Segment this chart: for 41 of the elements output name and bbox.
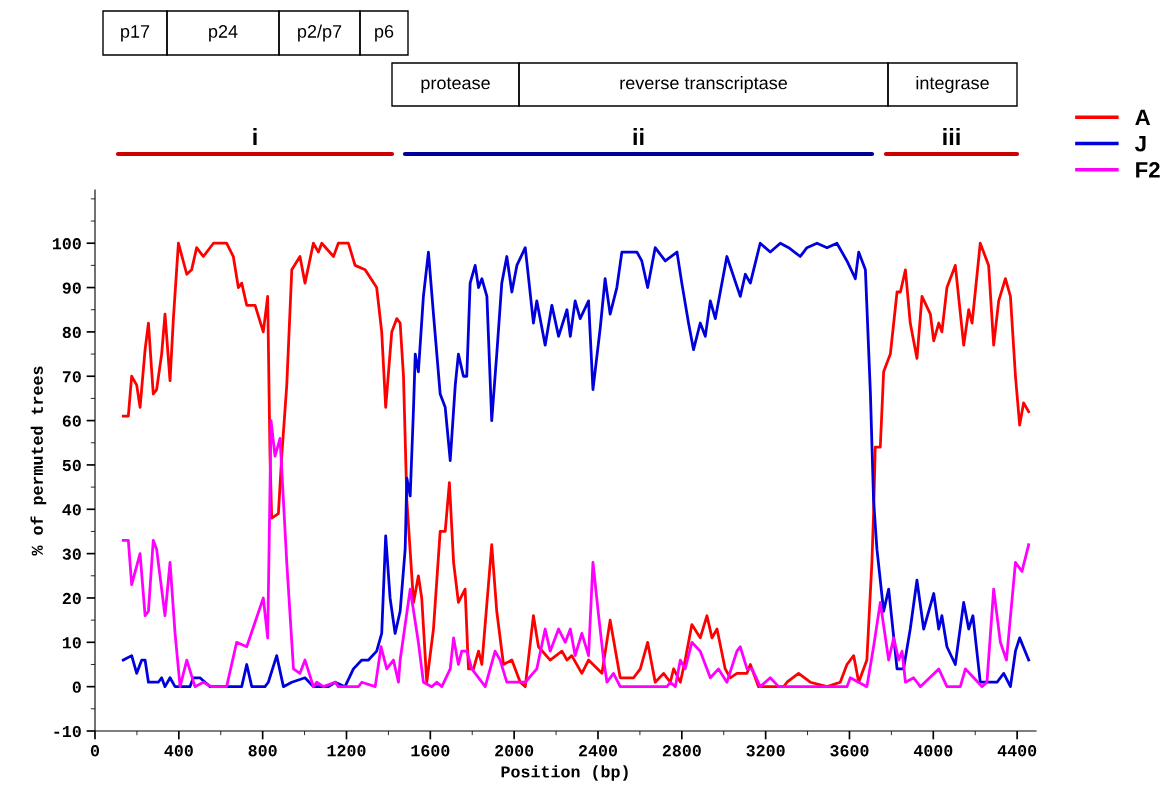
text: iii — [943, 128, 960, 146]
y-tick-label: 30 — [62, 548, 81, 560]
x-tick-label: 4000 — [913, 745, 953, 757]
legend-label: F2 — [1136, 162, 1160, 178]
text: reverse transcriptase — [620, 76, 787, 93]
x-tick-label: 4400 — [997, 745, 1037, 757]
y-tick-label: 60 — [62, 415, 81, 427]
x-tick-label: 3200 — [746, 745, 785, 757]
legend-label: J — [1135, 135, 1146, 152]
x-tick-label: 2400 — [578, 745, 618, 757]
x-tick-label: 2000 — [495, 745, 534, 757]
y-tick-label: -10 — [54, 725, 81, 738]
text: p17 — [121, 25, 150, 42]
x-tick-label: 1600 — [411, 745, 450, 757]
y-tick-label: 80 — [62, 326, 81, 339]
y-tick-label: 90 — [62, 282, 81, 294]
text: integrase — [916, 76, 989, 93]
x-tick-label: 400 — [164, 745, 193, 757]
x-tick-label: 800 — [248, 745, 277, 757]
text: p24 — [209, 25, 238, 42]
x-tick-label: 0 — [90, 745, 100, 757]
text: p2/p7 — [298, 24, 342, 42]
y-tick-label: 10 — [62, 637, 81, 649]
y-tick-label: 20 — [62, 592, 81, 605]
x-tick-label: 3600 — [830, 745, 869, 757]
text: p6 — [375, 25, 394, 42]
y-tick-label: 70 — [62, 371, 81, 383]
text: ii — [633, 128, 644, 146]
y-tick-label: 100 — [52, 238, 81, 250]
text: protease — [421, 77, 490, 93]
y-tick-label: 0 — [72, 681, 81, 693]
y-axis-title: % of permuted trees — [30, 366, 47, 556]
y-tick-label: 40 — [62, 504, 81, 516]
legend-label: A — [1135, 109, 1151, 125]
line-series — [121, 241, 1031, 689]
x-axis-title: Position (bp) — [501, 765, 628, 781]
line-series — [121, 419, 1031, 689]
x-tick-label: 2800 — [662, 745, 701, 757]
text: i — [253, 128, 257, 146]
y-tick-label: 50 — [62, 459, 81, 472]
x-tick-label: 1200 — [327, 745, 366, 757]
